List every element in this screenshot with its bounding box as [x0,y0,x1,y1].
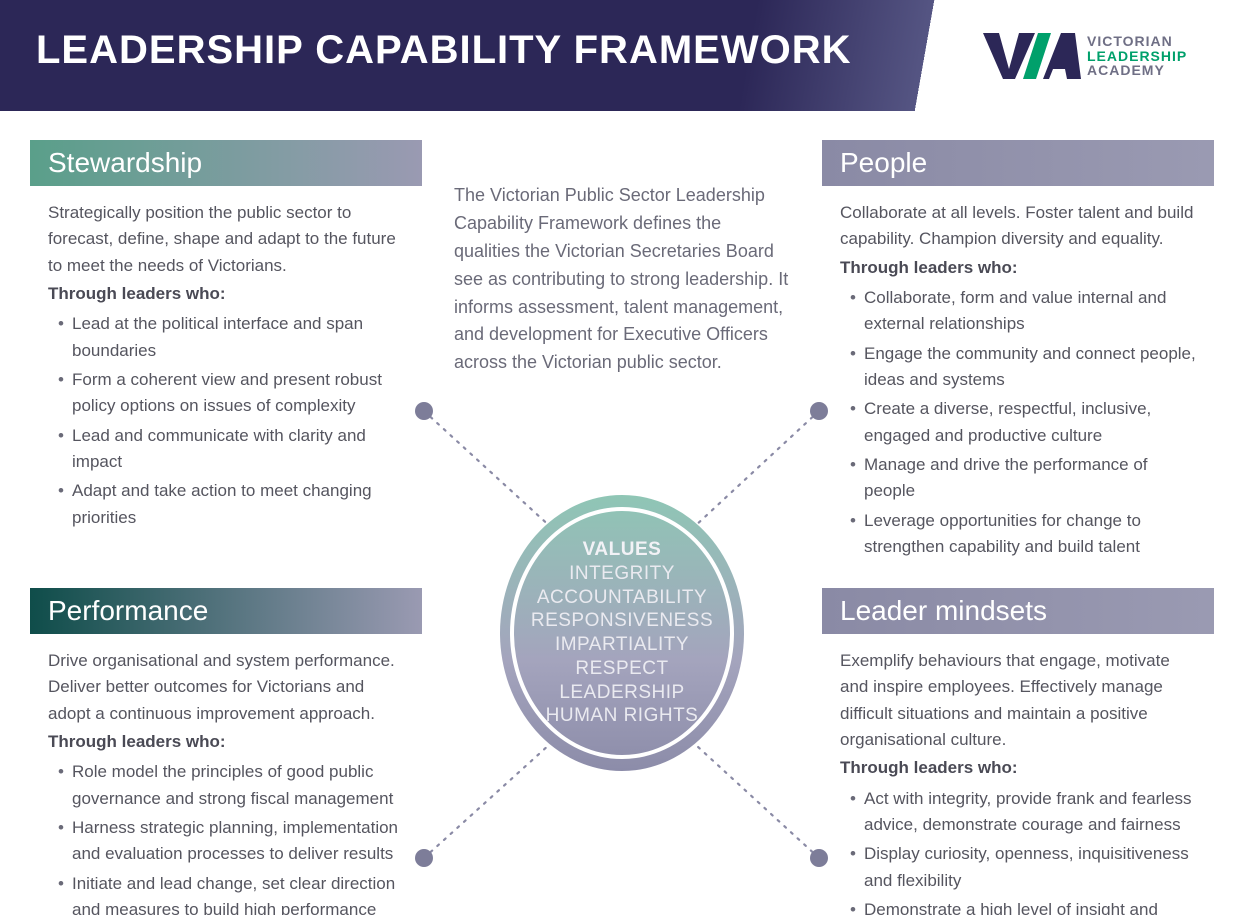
panel-bullet: Engage the community and connect people,… [850,341,1196,394]
panel-bullet: Lead at the political interface and span… [58,311,404,364]
panel-lead: Strategically position the public sector… [48,200,404,279]
panel-bullet: Harness strategic planning, implementati… [58,815,404,868]
logo-line2: LEADERSHIP [1087,49,1187,64]
panel-stewardship: Stewardship Strategically position the pu… [30,140,422,542]
page-root: LEADERSHIP CAPABILITY FRAMEWORK VICTORIA… [0,0,1243,915]
panel-through: Through leaders who: [48,281,404,307]
panel-body: Exemplify behaviours that engage, motiva… [822,634,1214,915]
page-title: LEADERSHIP CAPABILITY FRAMEWORK [36,28,851,73]
values-item: ACCOUNTABILITY [531,586,713,610]
vla-logo: VICTORIAN LEADERSHIP ACADEMY [983,28,1203,84]
panel-bullets: Role model the principles of good public… [48,759,404,915]
panel-bullet: Adapt and take action to meet changing p… [58,478,404,531]
panel-performance: Performance Drive organisational and syst… [30,588,422,915]
panel-body: Strategically position the public sector… [30,186,422,542]
panel-header: Stewardship [30,140,422,186]
panel-bullet: Lead and communicate with clarity and im… [58,423,404,476]
panel-bullet: Create a diverse, respectful, inclusive,… [850,396,1196,449]
panel-people: People Collaborate at all levels. Foster … [822,140,1214,571]
panel-lead: Exemplify behaviours that engage, motiva… [840,648,1196,753]
panel-body: Collaborate at all levels. Foster talent… [822,186,1214,571]
panel-bullet: Manage and drive the performance of peop… [850,452,1196,505]
values-item: HUMAN RIGHTS [531,704,713,728]
values-item: INTEGRITY [531,562,713,586]
panel-body: Drive organisational and system performa… [30,634,422,915]
panel-header: Leader mindsets [822,588,1214,634]
panel-bullets: Collaborate, form and value internal and… [840,285,1196,560]
panel-header: People [822,140,1214,186]
panel-bullet: Form a coherent view and present robust … [58,367,404,420]
panel-lead: Collaborate at all levels. Foster talent… [840,200,1196,253]
values-circle: VALUES INTEGRITYACCOUNTABILITYRESPONSIVE… [500,495,744,771]
panel-bullet: Role model the principles of good public… [58,759,404,812]
panel-bullet: Display curiosity, openness, inquisitive… [850,841,1196,894]
panel-bullet: Act with integrity, provide frank and fe… [850,786,1196,839]
panel-bullet: Demonstrate a high level of insight and [850,897,1196,915]
panel-bullets: Act with integrity, provide frank and fe… [840,786,1196,915]
values-item: IMPARTIALITY [531,633,713,657]
values-item: RESPONSIVENESS [531,609,713,633]
logo-line3: ACADEMY [1087,63,1187,78]
panel-leader_mindsets: Leader mindsets Exemplify behaviours that… [822,588,1214,915]
panel-through: Through leaders who: [840,755,1196,781]
values-item: RESPECT [531,657,713,681]
header: LEADERSHIP CAPABILITY FRAMEWORK VICTORIA… [0,0,1243,111]
values-heading: VALUES [531,538,713,562]
panel-through: Through leaders who: [48,729,404,755]
panel-bullet: Collaborate, form and value internal and… [850,285,1196,338]
logo-line1: VICTORIAN [1087,34,1187,49]
values-item: LEADERSHIP [531,681,713,705]
panel-bullets: Lead at the political interface and span… [48,311,404,531]
values-list: VALUES INTEGRITYACCOUNTABILITYRESPONSIVE… [531,538,713,728]
panel-through: Through leaders who: [840,255,1196,281]
panel-bullet: Leverage opportunities for change to str… [850,508,1196,561]
panel-lead: Drive organisational and system performa… [48,648,404,727]
vla-logo-mark-icon [983,31,1081,81]
intro-paragraph: The Victorian Public Sector Leadership C… [454,182,792,377]
panel-bullet: Initiate and lead change, set clear dire… [58,871,404,915]
panel-header: Performance [30,588,422,634]
vla-logo-text: VICTORIAN LEADERSHIP ACADEMY [1087,34,1187,78]
